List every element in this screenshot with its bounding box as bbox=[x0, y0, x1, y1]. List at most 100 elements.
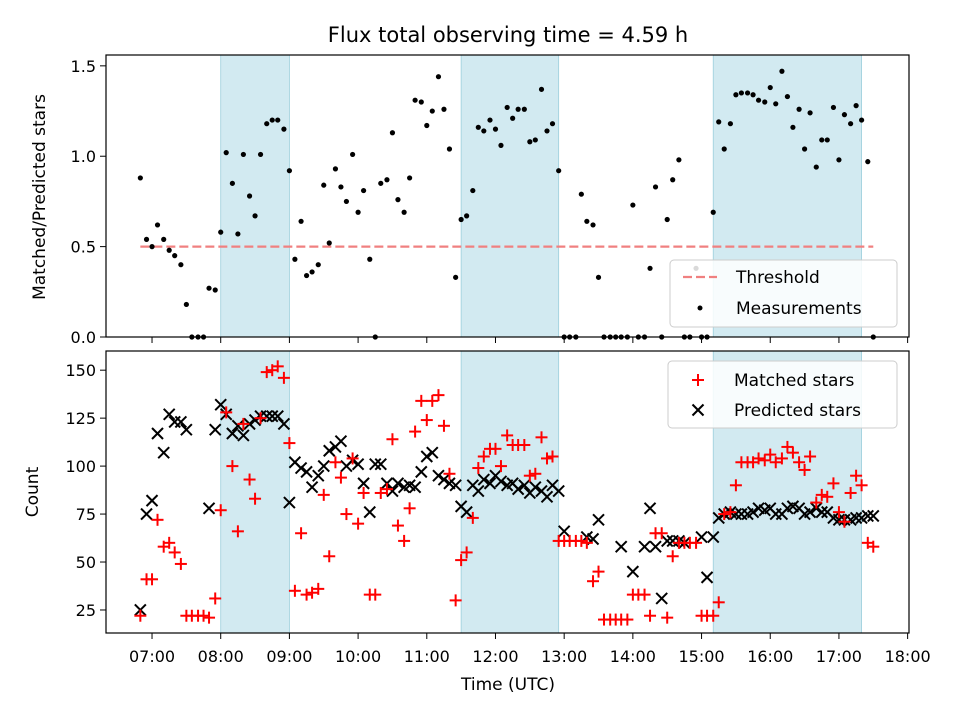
measurement-point bbox=[487, 117, 493, 123]
predicted-marker-stroke bbox=[202, 502, 216, 515]
top-legend: Threshold Measurements bbox=[669, 259, 898, 328]
matched-star-point bbox=[575, 534, 588, 547]
predicted-star-point bbox=[243, 417, 256, 431]
predicted-star-point bbox=[638, 540, 651, 553]
matched-star-point bbox=[477, 450, 490, 463]
matched-star-point bbox=[850, 469, 863, 482]
measurement-point bbox=[286, 168, 293, 174]
predicted-marker-stroke bbox=[151, 427, 164, 440]
measurement-point bbox=[527, 139, 533, 145]
matched-star-point bbox=[260, 366, 273, 379]
predicted-star-point bbox=[557, 525, 571, 538]
measurement-point bbox=[710, 209, 716, 215]
matched-star-point bbox=[391, 519, 404, 532]
matched-star-point bbox=[300, 588, 313, 601]
predicted-star-point bbox=[140, 507, 153, 521]
predicted-star-point bbox=[312, 469, 325, 482]
predicted-marker-stroke bbox=[209, 423, 222, 436]
measurement-point bbox=[853, 103, 859, 109]
predicted-star-point bbox=[369, 457, 382, 471]
matched-star-point bbox=[460, 546, 473, 559]
top-y-axis-label: Matched/Predicted stars bbox=[30, 94, 50, 300]
bottom-legend-box bbox=[667, 360, 898, 429]
predicted-star-point bbox=[363, 505, 376, 519]
predicted-marker-stroke bbox=[248, 413, 262, 427]
matched-star-point bbox=[352, 517, 365, 530]
predicted-marker-stroke bbox=[334, 434, 348, 448]
matched-star-point bbox=[214, 504, 227, 517]
measurement-point bbox=[298, 218, 304, 224]
chart-title: Flux total observing time = 4.59 h bbox=[328, 23, 688, 47]
matched-star-point bbox=[666, 550, 679, 563]
matched-star-point bbox=[804, 450, 817, 463]
matched-star-point bbox=[844, 486, 857, 499]
measurement-point bbox=[143, 236, 150, 242]
measurement-point bbox=[338, 184, 344, 190]
measurement-point bbox=[418, 99, 424, 105]
matched-star-point bbox=[163, 536, 176, 549]
measurement-point bbox=[819, 137, 825, 143]
x-tick-label: 12:00 bbox=[472, 647, 518, 666]
measurement-point bbox=[544, 128, 550, 134]
predicted-star-point bbox=[867, 509, 880, 523]
predicted-marker-stroke bbox=[746, 505, 760, 519]
predicted-star-point bbox=[162, 408, 176, 421]
matched-star-point bbox=[592, 565, 605, 578]
measurement-point bbox=[446, 146, 453, 152]
predicted-marker-stroke bbox=[305, 480, 319, 494]
predicted-star-point bbox=[226, 427, 239, 440]
measurement-point bbox=[166, 247, 172, 253]
predicted-marker-stroke bbox=[237, 429, 250, 442]
measurement-point bbox=[252, 213, 258, 219]
y-tick-label: 50 bbox=[76, 553, 96, 572]
measurement-point bbox=[303, 272, 310, 279]
predicted-star-point bbox=[202, 502, 216, 515]
measurement-point bbox=[246, 193, 253, 199]
measurement-point bbox=[269, 117, 275, 123]
matched-star-point bbox=[403, 502, 416, 515]
predicted-star-point bbox=[626, 565, 640, 578]
predicted-marker-stroke bbox=[832, 513, 846, 527]
predicted-star-point bbox=[334, 434, 348, 448]
measurement-point bbox=[515, 106, 521, 112]
measurement-point bbox=[824, 137, 830, 143]
predicted-marker-stroke bbox=[174, 415, 188, 429]
bottom-legend: Matched stars Predicted stars bbox=[667, 360, 898, 429]
predicted-star-point bbox=[351, 457, 365, 471]
measurement-point bbox=[784, 93, 791, 100]
predicted-star-point bbox=[460, 505, 473, 519]
y-tick-label: 75 bbox=[76, 505, 96, 524]
matched-star-point bbox=[237, 417, 250, 430]
matched-star-point bbox=[203, 611, 216, 624]
matched-star-point bbox=[317, 488, 330, 501]
x-tick-label: 15:00 bbox=[678, 647, 724, 666]
measurement-point bbox=[744, 90, 751, 96]
measurement-point bbox=[235, 231, 241, 237]
predicted-marker-stroke bbox=[867, 509, 880, 523]
matched-star-point bbox=[855, 479, 868, 492]
measurement-point bbox=[475, 124, 481, 130]
predicted-marker-stroke bbox=[786, 500, 800, 513]
predicted-marker-stroke bbox=[540, 490, 554, 504]
matched-star-point bbox=[621, 613, 634, 626]
measurement-point bbox=[183, 301, 189, 308]
predicted-star-point bbox=[449, 479, 462, 492]
predicted-star-point bbox=[180, 423, 193, 436]
matched-star-point bbox=[729, 479, 742, 492]
measurement-point bbox=[395, 197, 401, 203]
measurement-point bbox=[801, 146, 808, 152]
predicted-star-point bbox=[540, 490, 554, 504]
matched-star-point bbox=[409, 425, 422, 438]
legend-predicted-label: Predicted stars bbox=[734, 401, 861, 421]
predicted-marker-stroke bbox=[231, 419, 245, 433]
matched-star-point bbox=[323, 550, 336, 563]
predicted-marker-stroke bbox=[162, 408, 176, 421]
x-tick-label: 09:00 bbox=[266, 647, 312, 666]
measurement-point bbox=[326, 240, 332, 246]
measurement-point bbox=[321, 182, 327, 188]
predicted-marker-stroke bbox=[511, 482, 525, 496]
shaded-period bbox=[460, 54, 560, 338]
measurement-point bbox=[292, 256, 298, 262]
predicted-star-point bbox=[803, 505, 817, 519]
predicted-star-point bbox=[552, 484, 565, 498]
